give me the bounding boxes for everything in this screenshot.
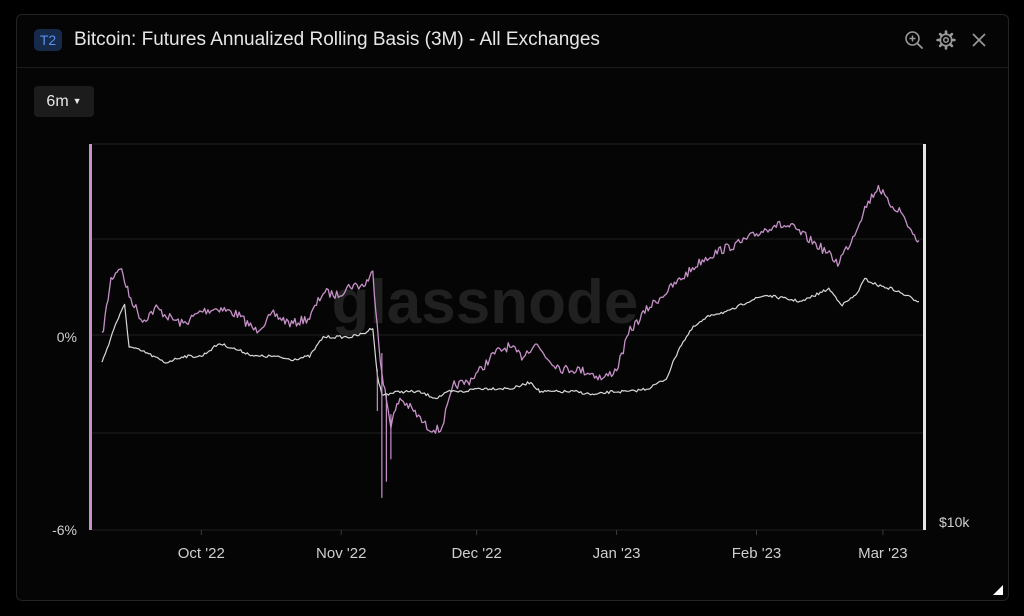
resize-handle-icon[interactable] xyxy=(993,585,1003,595)
caret-down-icon: ▼ xyxy=(72,96,82,107)
basis-series-line xyxy=(101,184,920,434)
y-tick-label-right: $10k xyxy=(939,514,970,530)
x-axis: Oct '22 Nov '22 Dec '22 Jan '23 Feb '23 Mar '… xyxy=(178,530,908,562)
tier-badge: T2 xyxy=(34,29,62,51)
x-tick-label: Mar '23 xyxy=(858,545,908,562)
x-tick-label: Feb '23 xyxy=(732,545,782,562)
y-tick-label: -6% xyxy=(52,522,77,538)
y-axis-right: $10k xyxy=(939,514,970,530)
x-tick-label: Oct '22 xyxy=(178,545,225,562)
close-icon[interactable] xyxy=(968,29,990,51)
watermark: glassnode xyxy=(332,268,639,337)
left-range-handle[interactable] xyxy=(89,144,92,530)
x-tick-label: Nov '22 xyxy=(316,545,366,562)
gear-icon[interactable] xyxy=(935,29,957,51)
time-range-dropdown[interactable]: 6m ▼ xyxy=(34,86,94,117)
chart-title: Bitcoin: Futures Annualized Rolling Basi… xyxy=(74,29,600,50)
grid-lines xyxy=(92,143,923,531)
price-series-line xyxy=(101,277,920,400)
series-layer xyxy=(101,184,920,498)
right-range-handle[interactable] xyxy=(923,144,926,530)
x-tick-label: Jan '23 xyxy=(593,545,641,562)
time-range-label: 6m xyxy=(46,93,69,110)
y-axis-left: 0% -6% xyxy=(52,329,77,538)
zoom-in-icon[interactable] xyxy=(903,29,925,51)
chart-area: glassnode 0% -6% $10k Oct '22 Nov '22 Dec '… xyxy=(52,143,970,562)
y-tick-label: 0% xyxy=(57,329,77,345)
x-tick-label: Dec '22 xyxy=(451,545,501,562)
panel-header: T2 Bitcoin: Futures Annualized Rolling B… xyxy=(17,15,1008,68)
chart-panel: T2 Bitcoin: Futures Annualized Rolling B… xyxy=(16,14,1009,601)
